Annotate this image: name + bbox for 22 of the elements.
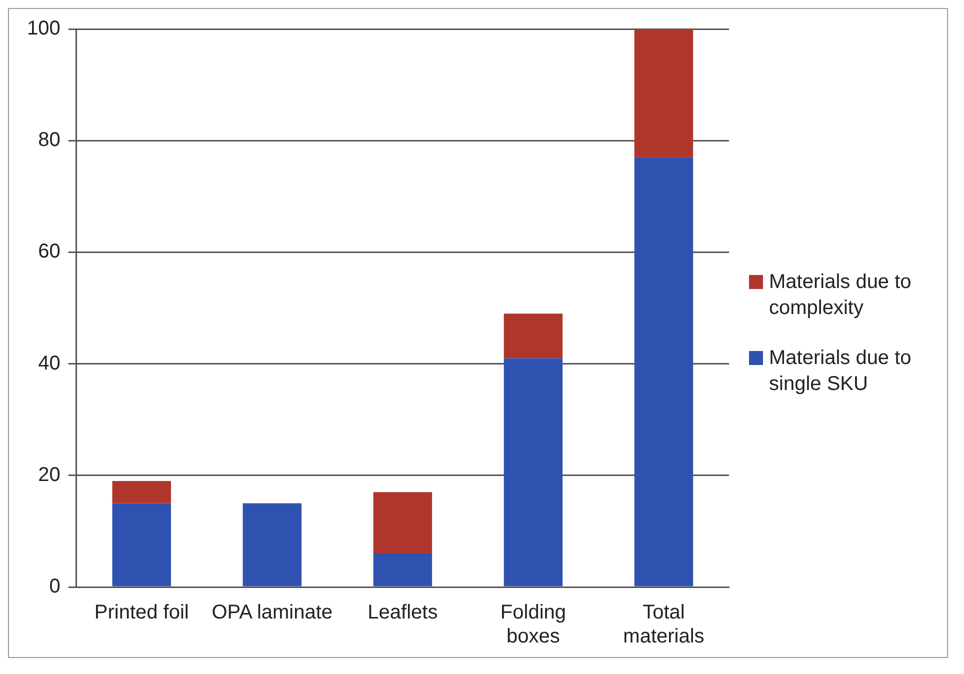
- y-tick-label: 80: [38, 129, 60, 152]
- bar: [373, 554, 432, 586]
- x-tick-label: Printed foil: [94, 602, 189, 624]
- bar: [504, 314, 563, 358]
- bar: [634, 157, 694, 586]
- bar: [112, 503, 171, 586]
- bar: [242, 503, 302, 586]
- x-tick-label: Total materials: [623, 602, 704, 648]
- y-tick-label: 40: [38, 352, 60, 374]
- legend-label: Materials due to complexity: [769, 270, 912, 321]
- bar: [634, 29, 694, 158]
- y-tick-label: 0: [49, 576, 60, 598]
- x-tick-label: Folding boxes: [500, 602, 566, 648]
- y-tick-label: 100: [26, 18, 60, 40]
- legend-label: Materials due to single SKU: [769, 346, 912, 397]
- bar: [504, 358, 563, 586]
- x-tick-label: OPA laminate: [212, 602, 333, 624]
- bar: [373, 492, 432, 554]
- y-tick-label: 60: [38, 240, 60, 263]
- bar: [112, 480, 171, 504]
- y-tick-label: 20: [38, 464, 60, 486]
- x-tick-label: Leaflets: [368, 602, 438, 624]
